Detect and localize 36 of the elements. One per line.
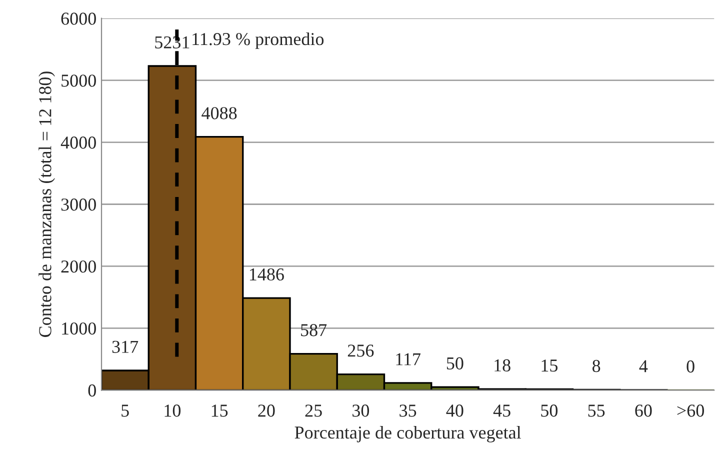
y-axis-title: Conteo de manzanas (total = 12 180) (38, 72, 55, 337)
data-label: 317 (112, 340, 138, 353)
y-tick-label: 4000 (60, 136, 96, 149)
y-tick-label: 0 (88, 384, 96, 397)
data-label: 0 (686, 360, 694, 373)
data-label: 5231 (155, 36, 190, 48)
data-label: 117 (396, 353, 420, 366)
x-tick-label: 25 (305, 404, 322, 417)
y-tick-label: 5000 (62, 74, 96, 87)
x-tick-label: 55 (588, 404, 605, 417)
y-tick-label: 6000 (61, 12, 96, 25)
x-tick-label: 30 (352, 404, 370, 417)
x-tick-label: 15 (212, 404, 228, 417)
data-label: 18 (494, 359, 510, 372)
x-tick-label: 5 (122, 404, 129, 417)
data-label: 1486 (250, 268, 284, 281)
data-label: 50 (446, 357, 464, 370)
x-tick-label: 60 (635, 404, 652, 417)
data-label: 587 (301, 324, 327, 336)
data-label: 4 (639, 360, 648, 372)
data-label: 256 (348, 344, 374, 357)
x-tick-label: 20 (258, 404, 275, 417)
y-tick-label: 1000 (62, 322, 96, 335)
annotation: 11.93 % promedio (192, 32, 324, 49)
x-axis-title: Porcentaje de cobertura vegetal (294, 426, 521, 442)
x-tick-label: >60 (677, 404, 704, 417)
data-label: 4088 (202, 107, 237, 120)
x-tick-label: 45 (493, 404, 510, 417)
y-tick-label: 2000 (61, 260, 96, 273)
data-label: 8 (592, 360, 600, 372)
y-tick-label: 3000 (61, 198, 96, 211)
x-tick-label: 10 (164, 404, 181, 417)
x-tick-label: 35 (400, 404, 416, 417)
data-label: 15 (542, 360, 558, 372)
x-tick-label: 50 (541, 404, 558, 417)
x-tick-label: 40 (446, 404, 464, 417)
